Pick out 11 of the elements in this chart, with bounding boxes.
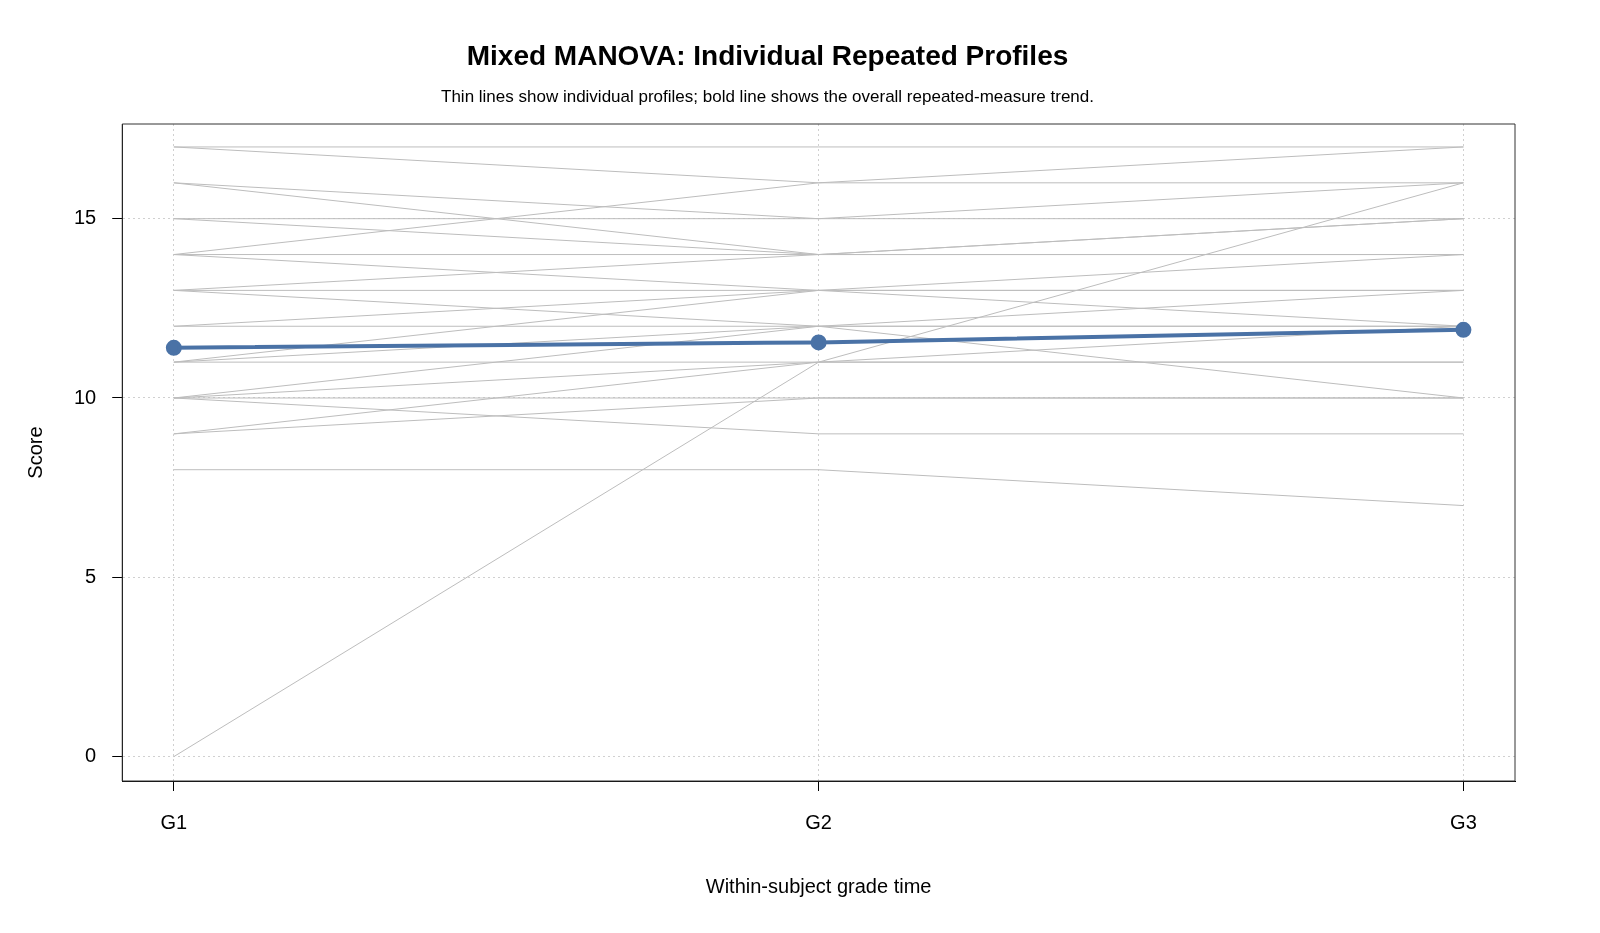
- y-axis-title: Score: [23, 426, 46, 479]
- x-axis-title: Within-subject grade time: [705, 874, 932, 897]
- chart-subtitle: Thin lines show individual profiles; bold line shows the overall repeated-measure trend.: [441, 87, 1094, 107]
- y-tick-label: 5: [85, 564, 97, 587]
- y-tick-label: 10: [74, 385, 97, 408]
- x-tick-label: G3: [1450, 810, 1477, 833]
- x-tick-label: G2: [805, 810, 832, 833]
- x-tick-label: G1: [160, 810, 188, 833]
- y-tick-label: 0: [85, 744, 97, 767]
- chart-title: Mixed MANOVA: Individual Repeated Profiles: [466, 39, 1069, 71]
- y-tick-label: 15: [74, 206, 97, 229]
